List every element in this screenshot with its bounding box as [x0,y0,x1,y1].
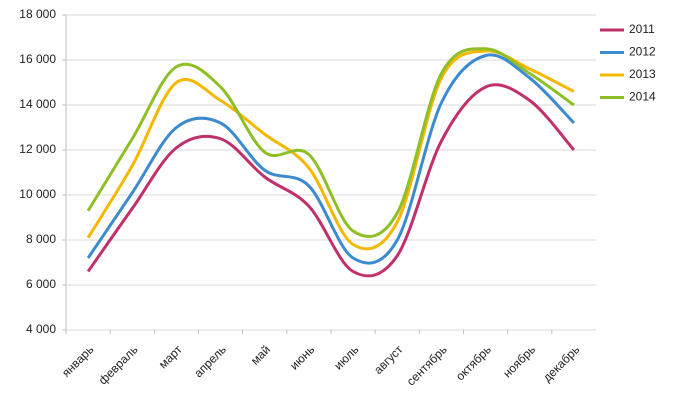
x-tick-label: апрель [191,342,229,380]
y-tick-label: 18 000 [19,7,56,21]
x-tick-label: февраль [96,342,141,387]
legend-label: 2011 [629,22,655,36]
x-tick-label: январь [59,342,96,379]
x-tick-label: октябрь [453,342,494,383]
x-tick-label: сентябрь [404,342,450,388]
legend-label: 2013 [629,67,656,81]
y-tick-label: 8 000 [26,232,56,246]
x-tick-label: ноябрь [500,342,538,380]
y-tick-label: 12 000 [19,142,56,156]
y-tick-label: 10 000 [19,187,56,201]
x-tick-label: март [156,342,185,371]
y-tick-label: 16 000 [19,52,56,66]
y-tick-label: 4 000 [26,322,56,336]
x-tick-label: август [371,342,406,377]
legend-label: 2014 [629,90,656,104]
y-tick-label: 6 000 [26,277,56,291]
series-line [86,47,575,239]
series-line [86,83,576,278]
x-tick-label: май [248,342,273,367]
series-line [86,53,575,265]
x-tick-label: июль [331,342,361,372]
x-tick-label: декабрь [540,342,582,384]
y-tick-label: 14 000 [19,97,56,111]
legend-label: 2012 [629,45,656,59]
x-tick-label: июнь [287,342,317,372]
series-line [86,49,575,251]
